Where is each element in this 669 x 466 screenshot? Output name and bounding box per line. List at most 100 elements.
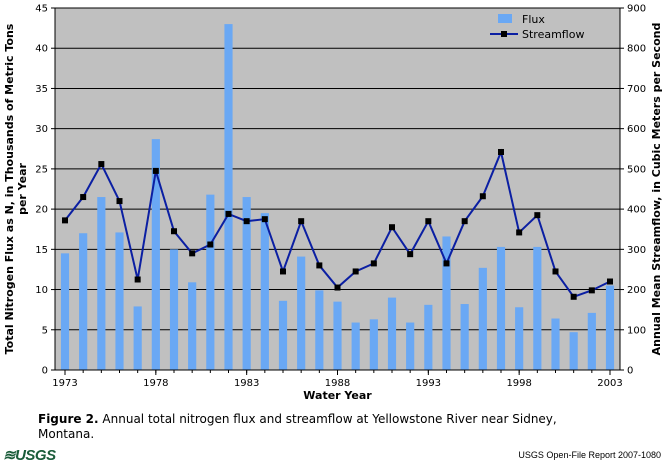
streamflow-point bbox=[425, 218, 432, 225]
streamflow-point bbox=[498, 148, 504, 155]
y2-tick-label: 0 bbox=[627, 366, 633, 377]
flux-bar bbox=[387, 297, 397, 370]
report-id: USGS Open-File Report 2007-1080 bbox=[518, 450, 661, 460]
streamflow-point bbox=[570, 293, 577, 300]
x-tick-label: 1998 bbox=[506, 378, 531, 389]
flux-bar bbox=[587, 312, 596, 370]
flux-bar bbox=[133, 306, 142, 370]
flux-bar bbox=[151, 139, 160, 370]
y-tick-label: 15 bbox=[35, 245, 48, 256]
flux-bar bbox=[424, 304, 433, 370]
flux-bar bbox=[569, 332, 578, 370]
y2-tick-label: 600 bbox=[627, 124, 646, 135]
flux-bar bbox=[442, 236, 451, 370]
usgs-logo-block: ≋USGS bbox=[3, 446, 56, 464]
figure-caption: Figure 2. Annual total nitrogen flux and… bbox=[38, 412, 598, 442]
flux-bar bbox=[278, 300, 288, 370]
y2-tick-label: 400 bbox=[627, 205, 646, 216]
streamflow-point bbox=[280, 268, 286, 275]
y2-tick-label: 100 bbox=[627, 325, 646, 336]
x-tick-label: 1993 bbox=[416, 378, 441, 389]
right-y-axis-title: Annual Mean Streamflow, in Cubic Meters … bbox=[650, 23, 663, 356]
streamflow-point bbox=[62, 217, 68, 224]
streamflow-point bbox=[370, 260, 377, 267]
y2-tick-label: 800 bbox=[627, 44, 646, 55]
streamflow-point bbox=[389, 224, 395, 231]
flux-bar bbox=[478, 267, 487, 370]
flux-bar bbox=[515, 307, 524, 370]
flux-bars bbox=[60, 24, 615, 370]
streamflow-point bbox=[225, 210, 232, 217]
flux-bar bbox=[60, 253, 70, 370]
streamflow-point bbox=[461, 218, 468, 225]
flux-bar bbox=[79, 233, 88, 370]
flux-bar bbox=[315, 290, 324, 370]
streamflow-point bbox=[588, 287, 595, 294]
y-tick-label: 10 bbox=[35, 285, 48, 296]
streamflow-line bbox=[62, 148, 613, 300]
flux-bar bbox=[369, 319, 378, 370]
y-tick-label: 35 bbox=[35, 84, 48, 95]
flux-bar bbox=[533, 246, 542, 370]
legend-streamflow-marker bbox=[501, 31, 507, 37]
flux-bar bbox=[169, 249, 179, 370]
flux-bar bbox=[97, 197, 106, 370]
legend-flux-label: Flux bbox=[522, 13, 545, 26]
streamflow-point bbox=[534, 212, 541, 219]
y-tick-label: 5 bbox=[42, 325, 48, 336]
streamflow-point bbox=[152, 167, 159, 174]
y2-tick-label: 500 bbox=[627, 164, 646, 175]
x-axis-title: Water Year bbox=[303, 389, 372, 402]
streamflow-point bbox=[443, 260, 450, 267]
left-y-axis-title: Total Nitrogen Flux as N, in Thousands o… bbox=[3, 23, 29, 354]
streamflow-point bbox=[298, 218, 305, 225]
flux-bar bbox=[333, 301, 342, 370]
x-tick-label: 1988 bbox=[325, 378, 350, 389]
streamflow-point bbox=[116, 198, 123, 205]
x-tick-label: 1973 bbox=[52, 378, 77, 389]
flux-bar bbox=[206, 194, 215, 370]
x-tick-label: 1983 bbox=[234, 378, 259, 389]
y2-tick-label: 700 bbox=[627, 84, 646, 95]
streamflow-point bbox=[552, 268, 559, 275]
usgs-logo: ≋USGS bbox=[3, 447, 56, 464]
flux-bar bbox=[188, 282, 197, 370]
caption-text: Annual total nitrogen flux and streamflo… bbox=[38, 412, 557, 441]
flux-bar bbox=[260, 213, 269, 370]
streamflow-point bbox=[243, 218, 250, 225]
y-tick-label: 30 bbox=[35, 124, 48, 135]
flux-bar bbox=[605, 285, 615, 370]
y-tick-label: 40 bbox=[35, 44, 48, 55]
y2-tick-label: 900 bbox=[627, 4, 646, 15]
legend-streamflow-label: Streamflow bbox=[522, 28, 584, 41]
legend-flux-swatch bbox=[498, 14, 512, 23]
flux-bar bbox=[242, 197, 251, 370]
flux-bar bbox=[224, 24, 233, 370]
x-tick-label: 1978 bbox=[143, 378, 168, 389]
caption-label: Figure 2. bbox=[38, 412, 99, 426]
flux-bar bbox=[115, 232, 124, 370]
axes: 0 5 10 15 20 25 30 35 40 45 0 100 200 300 400 500 600 700… bbox=[35, 4, 646, 390]
streamflow-point bbox=[407, 251, 414, 258]
y-tick-label: 45 bbox=[35, 4, 48, 15]
y-tick-label: 20 bbox=[35, 205, 48, 216]
streamflow-point bbox=[134, 276, 141, 283]
streamflow-point bbox=[98, 161, 105, 168]
chart: 0 5 10 15 20 25 30 35 40 45 0 100 200 300 400 500 600 700… bbox=[3, 4, 663, 403]
flux-bar bbox=[460, 304, 469, 370]
streamflow-point bbox=[261, 216, 268, 223]
streamflow-point bbox=[352, 268, 359, 275]
flux-bar bbox=[496, 246, 506, 370]
streamflow-point bbox=[334, 284, 341, 291]
y-tick-label: 25 bbox=[35, 164, 48, 175]
streamflow-point bbox=[607, 278, 613, 285]
flux-bar bbox=[351, 322, 360, 370]
legend: Flux Streamflow bbox=[490, 13, 584, 41]
streamflow-point bbox=[189, 250, 196, 257]
flux-bar bbox=[297, 256, 306, 370]
streamflow-point bbox=[207, 241, 214, 248]
streamflow-point bbox=[171, 228, 177, 235]
y-tick-label: 0 bbox=[42, 366, 48, 377]
flux-bar bbox=[551, 318, 560, 370]
x-tick-label: 2003 bbox=[597, 378, 622, 389]
